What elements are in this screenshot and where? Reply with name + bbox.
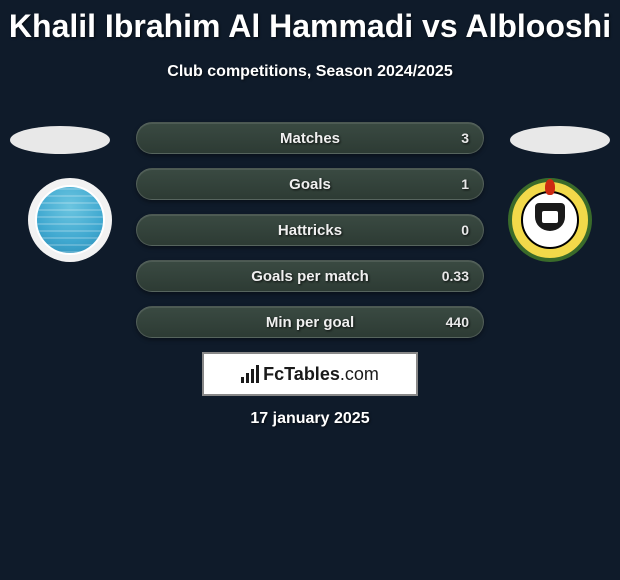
branding-text-bold: FcTables	[263, 364, 340, 384]
page-title: Khalil Ibrahim Al Hammadi vs Alblooshi	[0, 0, 620, 45]
stat-row-matches: Matches 3	[136, 122, 484, 154]
stat-value-right: 3	[461, 130, 469, 146]
stat-label: Hattricks	[278, 222, 342, 239]
stat-value-right: 0	[461, 222, 469, 238]
stat-row-goals: Goals 1	[136, 168, 484, 200]
stat-label: Goals per match	[251, 268, 369, 285]
date-label: 17 january 2025	[0, 410, 620, 428]
branding-text-light: .com	[340, 364, 379, 384]
stat-row-min-per-goal: Min per goal 440	[136, 306, 484, 338]
player-photo-placeholder-right	[510, 126, 610, 154]
club-badge-right	[508, 178, 592, 262]
club-badge-left-icon	[35, 185, 105, 255]
branding-box[interactable]: FcTables.com	[202, 352, 418, 396]
stat-value-right: 1	[461, 176, 469, 192]
stat-label: Min per goal	[266, 314, 354, 331]
stat-row-goals-per-match: Goals per match 0.33	[136, 260, 484, 292]
bar-chart-icon	[241, 365, 259, 383]
player-photo-placeholder-left	[10, 126, 110, 154]
stat-value-right: 0.33	[442, 268, 469, 284]
stats-container: Matches 3 Goals 1 Hattricks 0 Goals per …	[136, 122, 484, 338]
club-badge-left	[28, 178, 112, 262]
branding-text: FcTables.com	[263, 364, 379, 385]
stat-row-hattricks: Hattricks 0	[136, 214, 484, 246]
club-badge-right-icon	[521, 191, 579, 249]
stat-value-right: 440	[446, 314, 469, 330]
stat-label: Goals	[289, 176, 331, 193]
stat-label: Matches	[280, 130, 340, 147]
page-subtitle: Club competitions, Season 2024/2025	[0, 63, 620, 81]
